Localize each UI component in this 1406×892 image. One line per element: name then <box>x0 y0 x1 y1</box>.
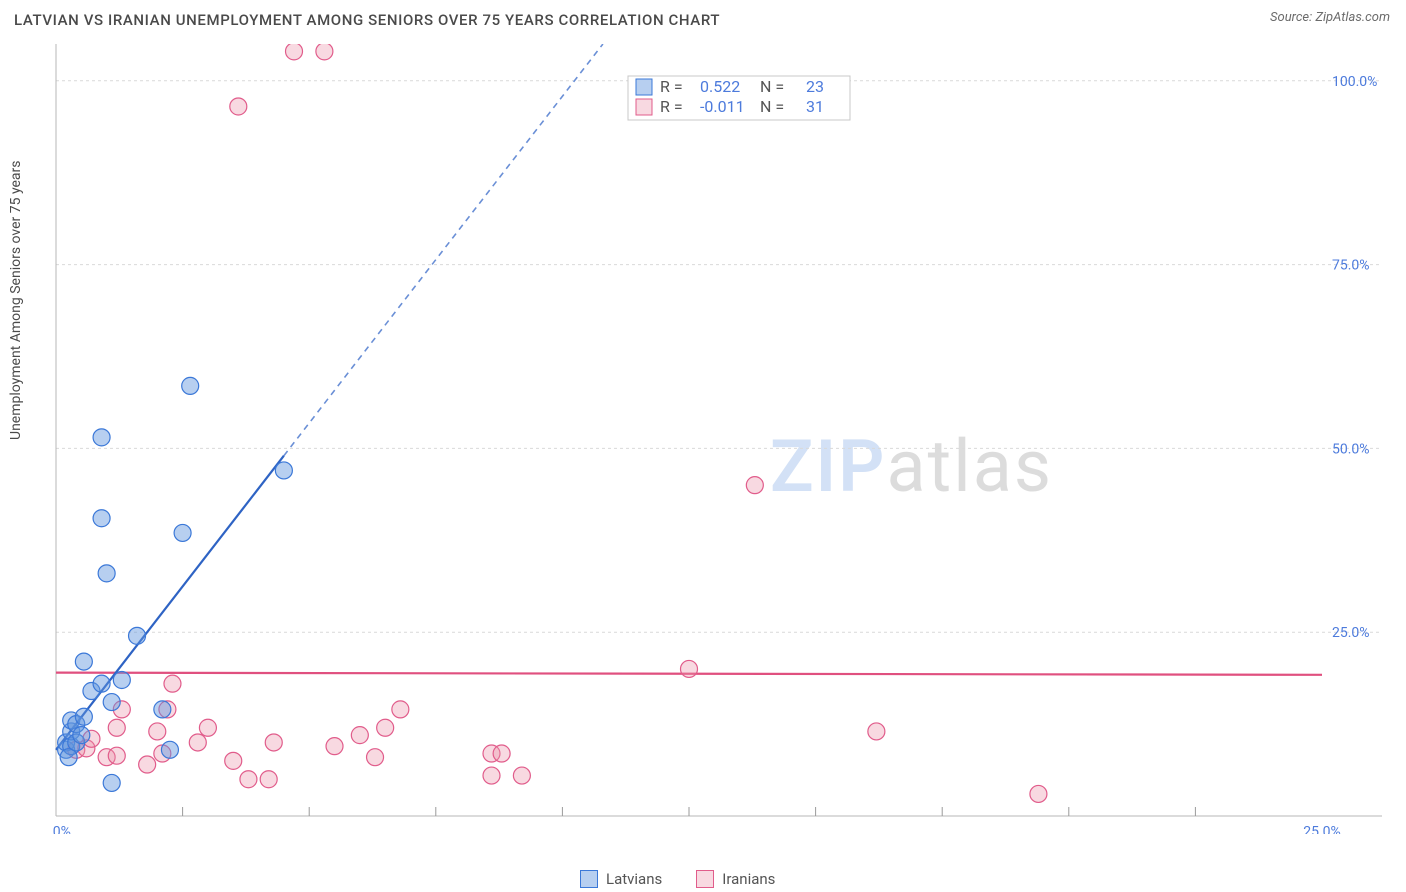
point-iranians <box>1030 785 1047 802</box>
point-iranians <box>189 734 206 751</box>
point-iranians <box>230 98 247 115</box>
point-latvians <box>129 627 146 644</box>
legend-label: Latvians <box>606 870 662 888</box>
point-iranians <box>868 723 885 740</box>
stats-n-value: 31 <box>806 97 824 116</box>
point-iranians <box>265 734 282 751</box>
point-latvians <box>75 708 92 725</box>
stats-n-label: N = <box>760 97 784 116</box>
point-iranians <box>483 767 500 784</box>
point-iranians <box>326 738 343 755</box>
point-latvians <box>154 701 171 718</box>
x-tick-label: 25.0% <box>1303 824 1341 834</box>
point-latvians <box>75 653 92 670</box>
stats-r-value: 0.522 <box>700 77 740 96</box>
point-iranians <box>286 44 303 60</box>
source-prefix: Source: <box>1270 10 1315 25</box>
point-iranians <box>493 745 510 762</box>
stats-n-label: N = <box>760 77 784 96</box>
point-iranians <box>316 44 333 60</box>
y-tick-label: 75.0% <box>1332 258 1370 274</box>
stats-swatch <box>636 99 652 115</box>
legend-item-latvians: Latvians <box>580 870 662 888</box>
point-latvians <box>103 774 120 791</box>
chart-plot-area: ZIPatlas 25.0%50.0%75.0%100.0%0.0%25.0%R… <box>50 44 1390 834</box>
point-iranians <box>225 752 242 769</box>
point-iranians <box>351 727 368 744</box>
point-latvians <box>275 462 292 479</box>
stats-r-value: -0.011 <box>700 97 745 116</box>
legend-label: Iranians <box>722 870 775 888</box>
y-axis-title: Unemployment Among Seniors over 75 years <box>8 161 24 441</box>
point-iranians <box>681 660 698 677</box>
point-iranians <box>260 771 277 788</box>
point-iranians <box>240 771 257 788</box>
point-iranians <box>746 477 763 494</box>
point-iranians <box>108 747 125 764</box>
point-latvians <box>161 741 178 758</box>
y-tick-label: 50.0% <box>1332 441 1370 457</box>
stats-swatch <box>636 79 652 95</box>
point-iranians <box>149 723 166 740</box>
point-latvians <box>103 694 120 711</box>
stats-r-label: R = <box>660 97 683 116</box>
regression-latvians-extrapolated <box>284 44 603 456</box>
point-iranians <box>367 749 384 766</box>
stats-n-value: 23 <box>806 77 824 96</box>
source-name: ZipAtlas.com <box>1315 10 1390 25</box>
point-latvians <box>174 524 191 541</box>
point-latvians <box>98 565 115 582</box>
point-iranians <box>139 756 156 773</box>
x-tick-label: 0.0% <box>50 824 71 834</box>
point-latvians <box>113 671 130 688</box>
chart-svg: 25.0% 50.0% 75.0% 100.0% 0.0% 25.0% R = 0.522 N … <box>50 44 1390 834</box>
point-iranians <box>199 719 216 736</box>
point-latvians <box>73 727 90 744</box>
point-iranians <box>513 767 530 784</box>
legend-swatch <box>580 870 598 888</box>
point-latvians <box>93 510 110 527</box>
chart-legend: Latvians Iranians <box>580 870 775 888</box>
stats-r-label: R = <box>660 77 683 96</box>
source-attribution: Source: ZipAtlas.com <box>1270 10 1390 25</box>
point-iranians <box>377 719 394 736</box>
legend-swatch <box>696 870 714 888</box>
chart-title: LATVIAN VS IRANIAN UNEMPLOYMENT AMONG SE… <box>14 11 720 29</box>
legend-item-iranians: Iranians <box>696 870 775 888</box>
y-tick-label: 25.0% <box>1332 625 1370 641</box>
point-latvians <box>93 429 110 446</box>
point-iranians <box>164 675 181 692</box>
point-latvians <box>93 675 110 692</box>
y-tick-label: 100.0% <box>1332 74 1377 90</box>
point-latvians <box>182 377 199 394</box>
point-iranians <box>108 719 125 736</box>
point-iranians <box>392 701 409 718</box>
